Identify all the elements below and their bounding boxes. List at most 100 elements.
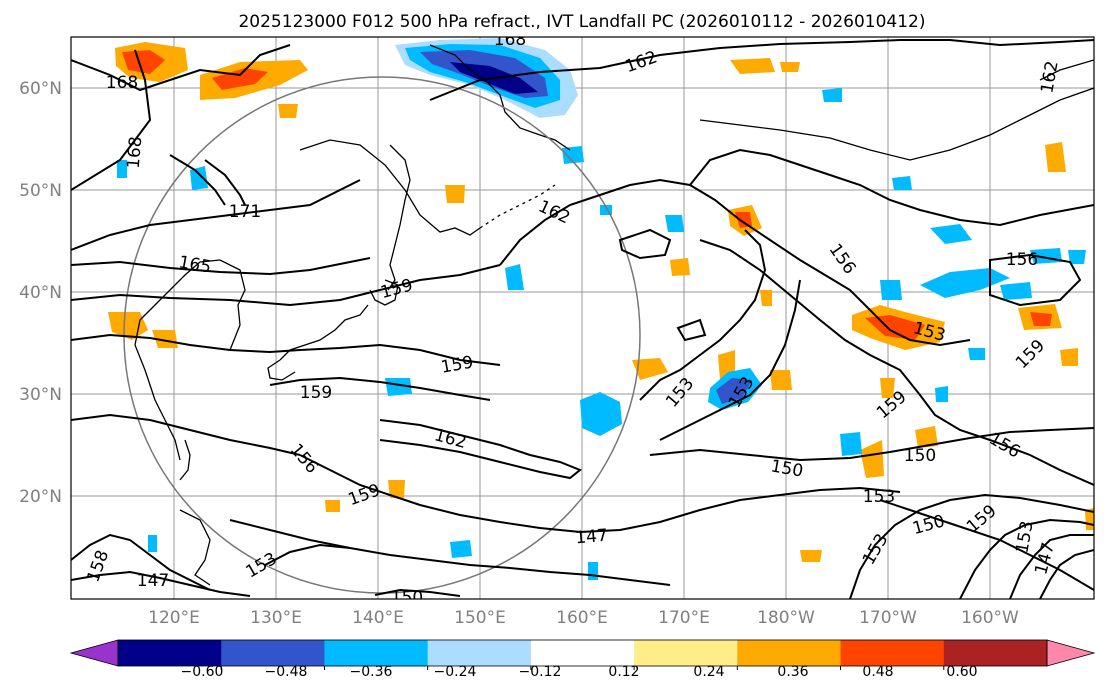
neg-region-n2 (562, 146, 584, 164)
lon-tick-label: 130°E (250, 608, 302, 628)
pos-region-c10 (760, 290, 772, 306)
coast-hokkaido (369, 279, 399, 306)
pos-region-ne1 (1045, 142, 1066, 172)
contour-label: 153 (863, 487, 895, 507)
neg-region-c8 (968, 348, 985, 360)
lon-tick-label: 180°W (757, 608, 815, 628)
pos-region-e2-mid (1030, 312, 1052, 326)
contour-159-b (269, 376, 491, 401)
neg-region-s3 (148, 535, 157, 552)
contour-label: 171 (229, 202, 261, 222)
colorbar-segment (737, 640, 842, 666)
contour-168-w (71, 49, 152, 191)
colorbar-extend-high (1046, 639, 1096, 667)
contour-162-mid (499, 178, 741, 266)
colorbar-tick-labels: −0.60 −0.48 −0.36 −0.24 −0.12 0.12 0.24 … (181, 664, 978, 680)
contour-159-mid (71, 333, 501, 366)
lat-tick-label: 40°N (19, 283, 62, 303)
coast-kyushu (267, 359, 296, 381)
contour-label: 147 (137, 571, 169, 591)
colorbar-tick-label: −0.48 (265, 664, 308, 680)
lat-tick-label: 20°N (19, 487, 62, 507)
coast-china (134, 284, 181, 461)
pos-region-n2 (780, 62, 800, 72)
coast-philippines (179, 509, 211, 586)
neg-region-e3 (1000, 282, 1032, 300)
lat-tick-label: 30°N (19, 385, 62, 405)
coast-aleutians (699, 87, 1094, 161)
lat-tick-label: 50°N (19, 181, 62, 201)
map-frame (70, 36, 1095, 600)
pos-region-s2 (325, 500, 340, 512)
lon-tick-labels: 120°E 130°E 140°E 150°E 160°E 170°E 180°… (148, 608, 1019, 628)
colorbar-tick-label: −0.60 (181, 664, 224, 680)
neg-region-c4 (505, 264, 524, 290)
colorbar-frame (117, 639, 1048, 667)
colorbar-segment (118, 640, 222, 666)
gridlines (71, 37, 1094, 599)
colorbar-tick-label: 0.24 (693, 664, 724, 680)
neg-region-n1 (822, 88, 842, 102)
pos-region-c3 (670, 258, 690, 276)
neg-region-e6 (880, 280, 902, 300)
neg-region-s2 (588, 562, 598, 580)
contour-156-se (699, 239, 1094, 486)
colorbar-segment (943, 640, 1048, 666)
colorbar-tick-label: −0.36 (350, 664, 393, 680)
neg-region-e5 (1068, 250, 1086, 264)
neg-region-e7 (892, 176, 912, 190)
neg-region-c7 (935, 386, 948, 402)
contour-label: 168 (494, 30, 526, 50)
neg-region-nw2 (117, 160, 127, 178)
lon-tick-label: 140°E (352, 608, 404, 628)
figure-title: 2025123000 F012 500 hPa refract., IVT La… (238, 12, 925, 32)
contour-label: 150 (904, 446, 936, 466)
contour-162-n (429, 39, 1094, 101)
lon-tick-label: 160°E (556, 608, 608, 628)
contour-168-nw (71, 44, 291, 92)
contour-159-ne (689, 148, 1094, 227)
contour-label: 147 (575, 526, 609, 549)
contour-label: 168 (124, 136, 147, 170)
pos-region-n4 (445, 185, 465, 203)
pos-region-c7 (915, 426, 938, 448)
lon-tick-label: 170°W (859, 608, 917, 628)
contour-147-sw (71, 570, 251, 597)
neg-region-c2 (580, 392, 622, 436)
contour-150-sw (71, 533, 211, 591)
lat-tick-label: 60°N (19, 79, 62, 99)
colorbar-segment (427, 640, 532, 666)
contour-147-s (229, 519, 671, 586)
pos-region-n1 (730, 58, 775, 74)
contour-150-e (649, 427, 1094, 462)
neg-region-e1 (930, 224, 972, 244)
colorbar-tick-label: −0.24 (434, 664, 477, 680)
pos-region-c8 (1060, 348, 1078, 366)
coast-okhotsk-west (299, 139, 481, 236)
lon-tick-label: 160°W (961, 608, 1019, 628)
pos-region-c6 (860, 440, 884, 478)
map-panel: 168 168 162 162 168 171 162 165 159 156 … (70, 30, 1095, 600)
coast-taiwan (179, 439, 191, 481)
neg-region-s1 (450, 540, 472, 558)
lon-tick-label: 150°E (454, 608, 506, 628)
colorbar-extend-low (69, 639, 119, 667)
pos-region-c5 (770, 370, 792, 390)
contour-171-b (169, 154, 226, 206)
coast-kurils (479, 184, 556, 229)
colorbar-tick-label: 0.60 (946, 664, 977, 680)
coast-alaska (1039, 59, 1094, 81)
contour-150-se (879, 499, 1094, 591)
contour-label: 168 (106, 73, 138, 93)
contour-147-se (1039, 549, 1094, 599)
lat-tick-labels: 60°N 50°N 40°N 30°N 20°N (19, 79, 62, 507)
colorbar-tick-label: 0.48 (862, 664, 893, 680)
neg-region-c1-mid (716, 378, 752, 404)
contour-171-a (204, 159, 246, 206)
height-contours (71, 39, 1094, 599)
neg-region-c3 (385, 378, 412, 396)
colorbar-tick-label: 0.12 (608, 664, 639, 680)
contour-label: 159 (300, 383, 332, 403)
